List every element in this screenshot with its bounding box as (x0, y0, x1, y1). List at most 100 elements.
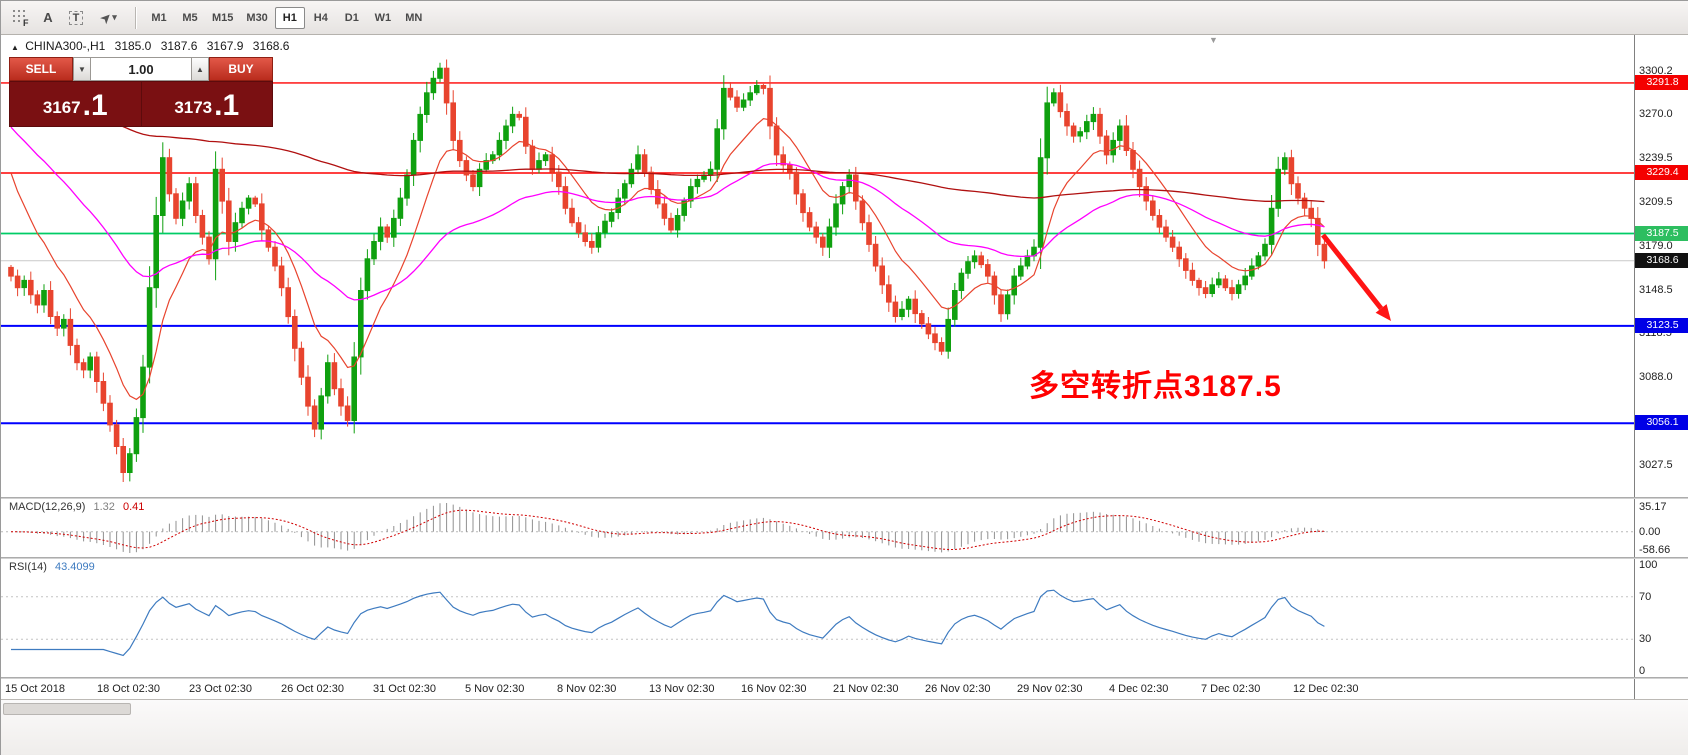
panel-separator[interactable] (1, 557, 1688, 559)
price-label: 3148.5 (1639, 283, 1673, 296)
macd-scale-label: -58.66 (1639, 544, 1671, 556)
object-arrow-icon: ▲ (11, 43, 19, 52)
macd-signal-value: 0.41 (122, 501, 145, 513)
annotation-text[interactable]: 多空转折点3187.5 (1029, 370, 1282, 403)
timeframe-d1-button[interactable]: D1 (344, 11, 359, 24)
macd-histogram (17, 503, 1325, 553)
price-label: 3209.5 (1639, 195, 1673, 208)
price-label: 3088.0 (1639, 371, 1673, 384)
bottom-strip (1, 699, 1688, 755)
rsi-scale-label: 30 (1639, 633, 1652, 646)
chevron-down-icon: ▾ (112, 12, 117, 22)
symbol-period: CHINA300-,H1 (25, 39, 106, 53)
volume-increase-button[interactable]: ▲ (191, 57, 209, 81)
timeframe-m1-button[interactable]: M1 (151, 11, 167, 24)
buy-button[interactable]: BUY (209, 57, 273, 81)
price-badge: 3187.5 (1635, 225, 1688, 241)
ohlc-open: 3185.0 (114, 39, 152, 53)
macd-scale-label: 0.00 (1639, 525, 1661, 538)
ohlc-low: 3167.9 (206, 39, 244, 53)
timeframe-w1-button[interactable]: W1 (374, 11, 392, 24)
timeframe-h1-button[interactable]: H1 (274, 6, 305, 29)
quote-display: 3167 .1 3173 .1 (9, 81, 273, 127)
timeframe-group: M1 M5 M15 M30 H1 H4 D1 W1 MN (144, 6, 430, 29)
macd-label: MACD(12,26,9) 1.32 0.41 (9, 501, 144, 513)
rsi-label: RSI(14) 43.4099 (9, 561, 95, 573)
price-label: 3239.5 (1639, 152, 1673, 165)
timeframe-m30-button[interactable]: M30 (246, 11, 268, 24)
ohlc-high: 3187.6 (160, 39, 198, 53)
price-label: 3300.2 (1639, 64, 1673, 77)
price-scale[interactable]: 3300.2 3270.0 3239.5 3209.5 3179.0 3148.5 3118… (1634, 35, 1688, 699)
candles (8, 59, 1328, 482)
sell-button[interactable]: SELL (9, 57, 73, 81)
text-label-tool-button[interactable]: A (35, 6, 61, 30)
macd-value: 1.32 (93, 501, 115, 513)
price-label: 3027.5 (1639, 458, 1673, 471)
time-label: 13 Nov 02:30 (649, 683, 715, 695)
timeframe-m15-button[interactable]: M15 (212, 11, 234, 24)
price-badge: 3056.1 (1635, 415, 1688, 431)
rsi-name: RSI(14) (9, 561, 47, 573)
buy-price-main: 3173 (174, 98, 213, 117)
panel-separator (1, 677, 1688, 679)
ma-slow-line[interactable] (10, 88, 1325, 203)
timeframe-mn-button[interactable]: MN (405, 11, 423, 24)
rsi-panel[interactable] (1, 559, 1634, 677)
volume-decrease-button[interactable]: ▼ (73, 57, 91, 81)
buy-price-pip: .1 (214, 89, 240, 122)
rsi-value: 43.4099 (54, 561, 95, 573)
price-badge: 3229.4 (1635, 165, 1688, 181)
chart-scrollbar[interactable] (3, 703, 131, 715)
text-box-tool-button[interactable]: T (63, 6, 89, 30)
ohlc-header: ▲ CHINA300-,H1 3185.0 3187.6 3167.9 3168… (11, 39, 295, 53)
rsi-scale-label: 0 (1639, 665, 1646, 677)
time-label: 15 Oct 2018 (5, 683, 65, 695)
time-label: 23 Oct 02:30 (189, 683, 252, 695)
time-label: 31 Oct 02:30 (373, 683, 436, 695)
ohlc-close: 3168.6 (252, 39, 290, 53)
time-label: 21 Nov 02:30 (833, 683, 899, 695)
timeframe-h4-button[interactable]: H4 (313, 11, 328, 24)
toolbar-separator (135, 6, 136, 29)
price-label: 3270.0 (1639, 108, 1673, 121)
timeframe-m5-button[interactable]: M5 (182, 11, 198, 24)
time-label: 7 Dec 02:30 (1201, 683, 1261, 695)
time-label: 26 Nov 02:30 (925, 683, 991, 695)
symbols-grid-icon[interactable]: F (7, 6, 33, 30)
price-badge: 3291.8 (1635, 74, 1688, 90)
time-label: 8 Nov 02:30 (557, 683, 617, 695)
ma-mid-line[interactable] (10, 126, 1325, 301)
macd-name: MACD(12,26,9) (9, 501, 86, 513)
price-badge: 3123.5 (1635, 317, 1688, 333)
arrow-tool-button[interactable]: ➤ ▾ (91, 6, 127, 30)
buy-quote: 3173 .1 (142, 82, 273, 126)
rsi-line (11, 589, 1325, 657)
time-label: 16 Nov 02:30 (741, 683, 807, 695)
text-label-icon: A (43, 10, 53, 25)
annotation-arrow[interactable] (1321, 233, 1391, 321)
chart-shift-marker-icon[interactable]: ▼ (1209, 35, 1218, 45)
price-badge: 3168.6 (1635, 252, 1688, 268)
rsi-scale-label: 70 (1639, 590, 1652, 603)
time-label: 5 Nov 02:30 (465, 683, 525, 695)
sell-quote: 3167 .1 (10, 82, 141, 126)
main-chart[interactable] (1, 35, 1634, 497)
toolbar: F A T ➤ ▾ M1 M5 M15 M30 H1 H4 D1 W1 MN (1, 1, 1688, 35)
time-label: 12 Dec 02:30 (1293, 683, 1359, 695)
panel-separator[interactable] (1, 497, 1688, 499)
macd-signal-line (10, 509, 1325, 550)
time-axis[interactable]: 15 Oct 2018 18 Oct 02:30 23 Oct 02:30 26 Oc… (1, 679, 1634, 699)
time-label: 18 Oct 02:30 (97, 683, 160, 695)
volume-input[interactable] (91, 57, 191, 81)
dots-grid-icon: F (12, 10, 29, 28)
macd-scale-label: 35.17 (1639, 501, 1667, 513)
one-click-trade-panel: SELL ▼ ▲ BUY 3167 .1 3173 .1 (9, 57, 273, 127)
chart-area: ▲ CHINA300-,H1 3185.0 3187.6 3167.9 3168… (1, 35, 1688, 755)
text-box-icon: T (68, 10, 84, 25)
sell-price-pip: .1 (82, 89, 108, 122)
macd-panel[interactable] (1, 499, 1634, 557)
rsi-scale-label: 100 (1639, 559, 1658, 571)
time-label: 29 Nov 02:30 (1017, 683, 1083, 695)
